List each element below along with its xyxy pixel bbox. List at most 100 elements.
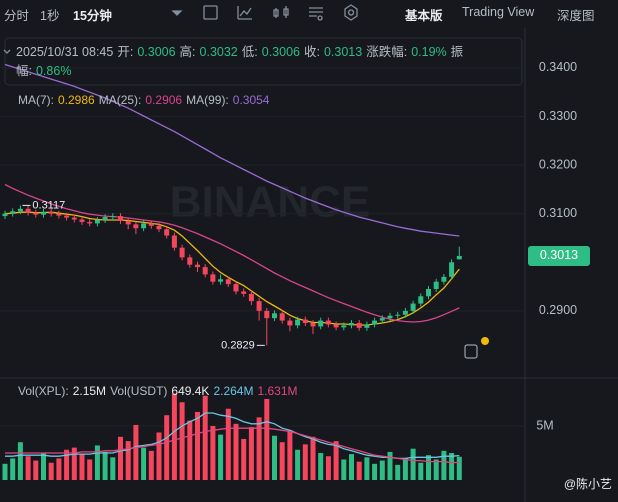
info-label: 收:: [303, 45, 320, 59]
volume-ma-line: [5, 427, 460, 464]
candle-body: [94, 219, 100, 224]
volume-bar: [449, 453, 455, 480]
volume-ma-value: 1.631M: [257, 384, 298, 398]
interval-tab-active[interactable]: 15分钟: [73, 9, 112, 23]
volume-bar: [318, 453, 324, 480]
candle-body: [456, 255, 462, 260]
ma-value: 0.2906: [145, 93, 183, 107]
layers-icon[interactable]: [344, 4, 358, 21]
candle-body: [287, 320, 293, 326]
y-tick-label: 0.3200: [539, 157, 577, 171]
volume-bar: [171, 393, 177, 480]
volume-bar: [456, 456, 462, 480]
note-dot: [481, 337, 489, 345]
y-tick-label: 0.3400: [539, 60, 577, 74]
note-icon[interactable]: [464, 337, 489, 359]
ma-line: [4, 183, 460, 323]
volume-bar: [164, 415, 170, 480]
candle-body: [133, 224, 139, 229]
volume-legend-label: Vol(XPL):: [18, 384, 69, 398]
volume-bar: [179, 402, 185, 480]
candle-body: [364, 324, 370, 328]
annotation: 0.2829: [221, 339, 255, 351]
volume-legend-value: 2.15M: [72, 384, 107, 398]
candle-body: [171, 235, 177, 248]
volume-bar: [379, 460, 385, 480]
collapse-icon[interactable]: [3, 49, 11, 54]
candle-body: [372, 320, 378, 325]
view-tab[interactable]: 深度图: [557, 9, 595, 23]
volume-bar: [17, 442, 23, 480]
info-time: 2025/10/31 08:45: [16, 45, 114, 59]
candle-body: [295, 319, 301, 326]
volume-bar: [48, 462, 54, 480]
candle-body: [33, 212, 39, 215]
y-tick-label: 0.2900: [539, 303, 577, 317]
volume-bar: [441, 450, 447, 480]
toolbar-icons: [3, 4, 358, 54]
candle-body: [395, 314, 401, 316]
volume-bar: [56, 458, 62, 480]
volume-bar: [118, 436, 123, 480]
volume-bar: [295, 449, 301, 480]
candle-body: [387, 315, 393, 319]
candle-body: [164, 229, 170, 236]
view-tab[interactable]: Trading View: [462, 5, 535, 19]
candle-body: [48, 211, 54, 214]
ma-name: MA(7):: [18, 93, 54, 107]
candle-body: [10, 211, 16, 214]
candle-icon[interactable]: [273, 6, 289, 18]
volume-bar: [248, 427, 254, 480]
candle-body: [325, 320, 331, 325]
interval-tab[interactable]: 1秒: [40, 9, 60, 23]
candle-body: [248, 293, 254, 302]
candle-body: [256, 301, 262, 311]
candle-body: [241, 291, 247, 294]
ma-line: [4, 211, 460, 326]
volume-bar: [87, 459, 93, 480]
candle-body: [64, 215, 70, 218]
info-label: 涨跌幅:: [366, 45, 408, 59]
volume-bar: [2, 463, 8, 480]
info-value: 0.3032: [199, 45, 238, 59]
volume-bar: [302, 444, 308, 480]
dropdown-icon[interactable]: [171, 10, 183, 16]
settings-icon[interactable]: [309, 7, 323, 21]
interval-tab[interactable]: 分时: [4, 9, 30, 23]
indicator-icon[interactable]: [237, 6, 252, 20]
volume-bar: [148, 450, 154, 480]
volume-bar: [349, 454, 354, 480]
candle-body: [356, 323, 362, 328]
info-value: 0.3006: [137, 45, 176, 59]
volume-bar: [426, 455, 431, 480]
candle-body: [118, 216, 123, 221]
footer-watermark: @陈小艺: [564, 476, 612, 491]
candle-body: [279, 313, 285, 321]
volume-bar: [10, 458, 16, 480]
candle-body: [148, 223, 154, 226]
candle-body: [125, 220, 131, 225]
volume-bar: [110, 457, 116, 480]
candle-body: [426, 288, 431, 297]
info-label: 开:: [117, 45, 134, 59]
info-box: [4, 37, 523, 86]
volume-legend-label: Vol(USDT): [110, 384, 168, 398]
volume-bar: [225, 408, 231, 480]
volume-bar: [279, 442, 285, 480]
view-tab-active[interactable]: 基本版: [405, 9, 443, 23]
volume-bar: [71, 447, 77, 480]
volume-bar: [272, 435, 277, 480]
volume-bar: [341, 459, 347, 480]
volume-bar: [218, 434, 224, 480]
candle-body: [418, 296, 424, 304]
calendar-icon[interactable]: [203, 5, 218, 20]
candle-body: [187, 257, 193, 265]
candle-body: [102, 217, 108, 220]
volume-bar: [233, 423, 239, 480]
price-tag: [528, 245, 590, 266]
volume-bar: [310, 436, 316, 480]
volume-bar: [333, 441, 339, 480]
volume-bar: [141, 447, 147, 480]
ma-name: MA(99):: [186, 93, 229, 107]
